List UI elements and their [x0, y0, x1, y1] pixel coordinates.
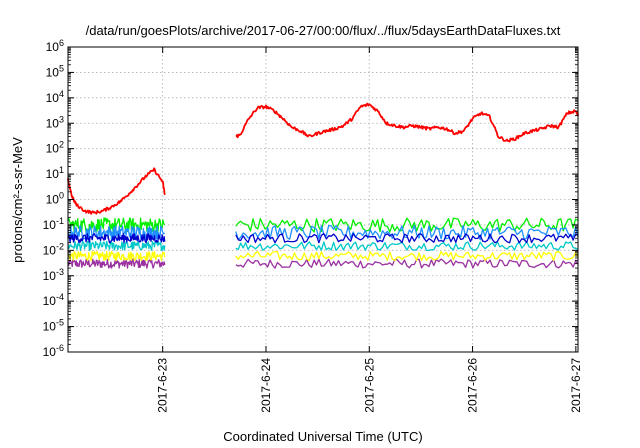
y-tick-label: 104: [46, 89, 64, 105]
x-tick-label: 2017-6-24: [259, 358, 273, 413]
series-line: [67, 102, 579, 215]
y-tick-label: 106: [46, 38, 64, 54]
x-tick-label: 2017-6-26: [466, 358, 480, 413]
x-tick-label: 2017-6-25: [362, 358, 376, 413]
chart-title: /data/run/goesPlots/archive/2017-06-27/0…: [86, 23, 561, 38]
y-tick-label: 10-2: [43, 241, 64, 257]
x-tick-label: 2017-6-23: [156, 358, 170, 413]
series-layer: [67, 102, 579, 269]
y-tick-label: 103: [46, 114, 64, 130]
y-tick-label: 10-5: [43, 318, 64, 334]
x-axis: 2017-6-23 2017-6-24 2017-6-25 2017-6-26 2017…: [156, 47, 583, 413]
y-tick-label: 102: [46, 140, 64, 156]
series-line: [67, 240, 579, 252]
series-line: [67, 258, 579, 269]
y-axis: 10-6 10-5 10-4 10-3 10-2 10-1 100 101 102 103 104 1…: [43, 38, 578, 359]
x-axis-label: Coordinated Universal Time (UTC): [223, 429, 422, 444]
series-line: [67, 233, 579, 244]
series-line: [67, 250, 579, 262]
y-axis-label: protons/cm²-s-sr-MeV: [10, 137, 25, 263]
x-tick-label: 2017-6-27: [569, 358, 583, 413]
y-tick-label: 10-6: [43, 343, 64, 359]
y-tick-label: 100: [46, 191, 64, 207]
y-tick-label: 101: [46, 165, 64, 181]
y-tick-label: 10-4: [43, 292, 64, 308]
series-line: [67, 217, 579, 233]
y-tick-label: 10-1: [43, 216, 64, 232]
y-tick-label: 105: [46, 63, 64, 79]
y-tick-label: 10-3: [43, 267, 64, 283]
